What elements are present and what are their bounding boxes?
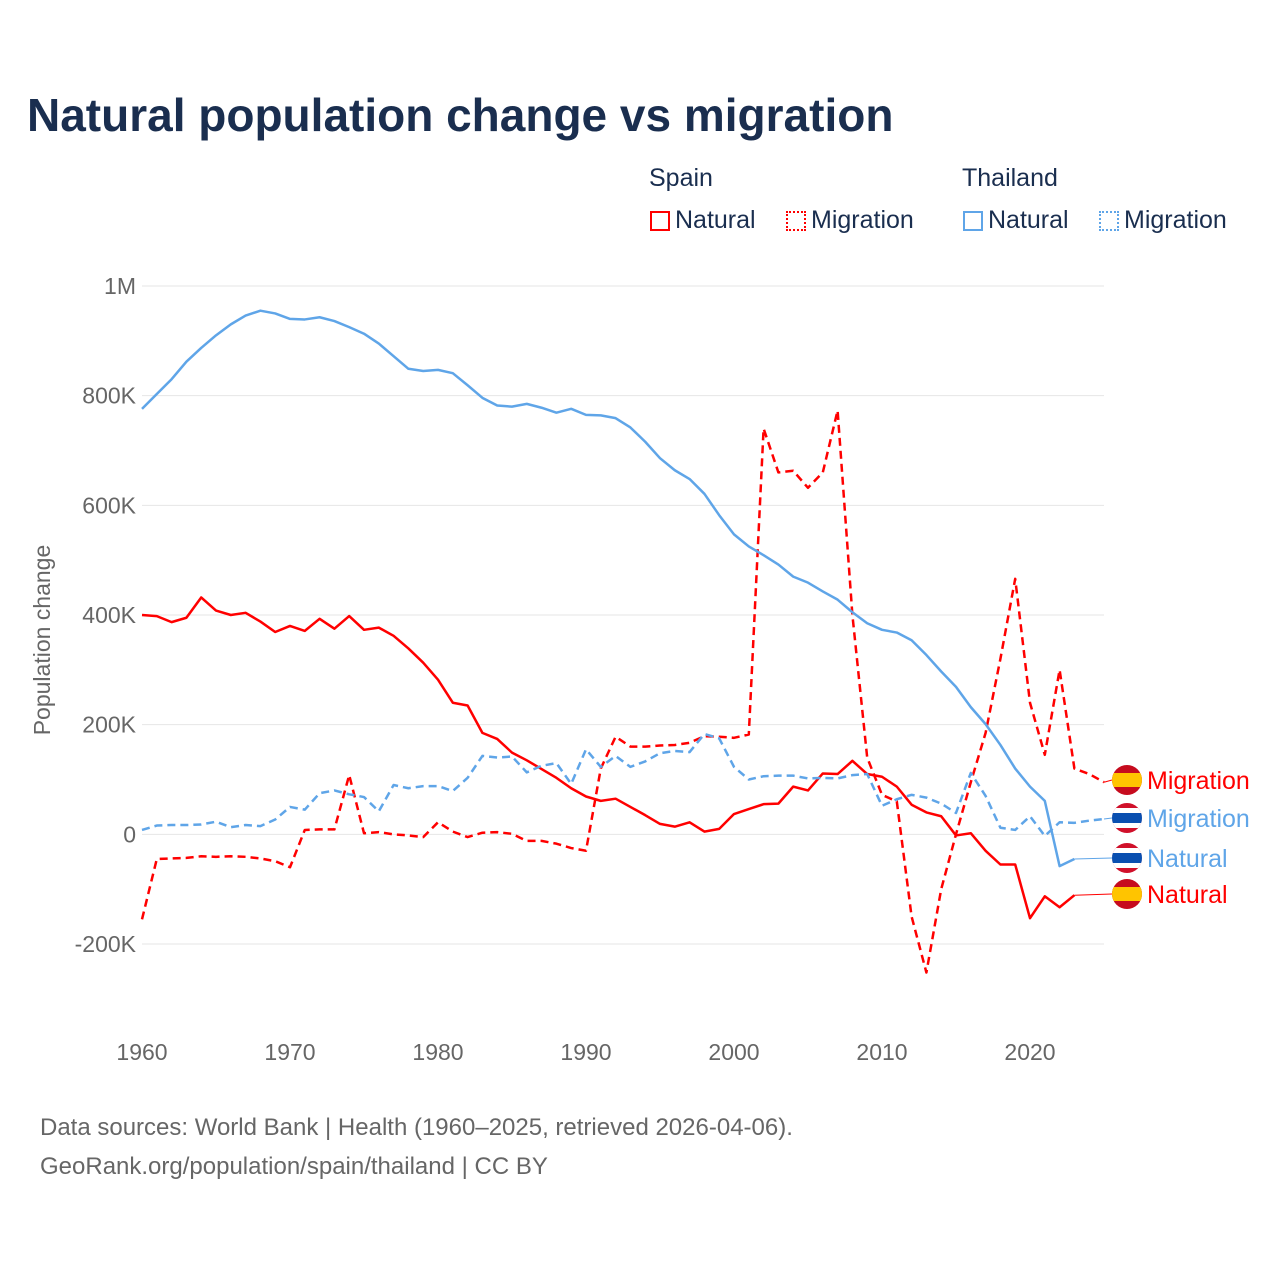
y-tick-label: -200K	[75, 931, 137, 957]
legend-label: Migration	[1124, 206, 1227, 234]
y-tick-label: 1M	[104, 273, 136, 299]
solid-swatch-icon	[650, 210, 670, 231]
series-end-label: Natural	[1147, 845, 1228, 873]
x-tick-label: 2020	[1004, 1039, 1055, 1065]
series-end-label: Migration	[1147, 805, 1250, 833]
series-line-spain-natural	[141, 596, 1076, 920]
data-source-note: Data sources: World Bank | Health (1960–…	[40, 1114, 793, 1141]
footer: Data sources: World Bank | Health (1960–…	[40, 1108, 793, 1186]
thailand-flag-icon	[1112, 803, 1142, 833]
spain-flag-icon	[1112, 879, 1142, 909]
y-tick-label: 800K	[82, 383, 136, 409]
y-tick-label: 400K	[82, 602, 136, 628]
y-tick-label: 0	[123, 821, 136, 847]
y-axis-label: Population change	[29, 545, 55, 736]
chart-title: Natural population change vs migration	[27, 89, 894, 141]
source-link[interactable]: GeoRank.org/population/spain/thailand | …	[40, 1153, 548, 1180]
legend-spain-migration[interactable]: Migration	[786, 206, 914, 235]
label-connector	[1103, 817, 1113, 820]
legend-group-thailand: Thailand	[962, 164, 1058, 192]
series-end-label: Migration	[1147, 767, 1250, 795]
series-line-thailand-natural	[141, 309, 1075, 868]
label-connector	[1074, 857, 1113, 860]
y-tick-label: 200K	[82, 712, 136, 738]
spain-flag-icon	[1112, 765, 1142, 795]
x-tick-label: 1970	[264, 1039, 315, 1065]
x-tick-label: 1980	[412, 1039, 463, 1065]
series-end-label: Natural	[1147, 881, 1228, 909]
thailand-flag-icon	[1112, 843, 1142, 873]
legend-thailand-natural[interactable]: Natural	[963, 206, 1069, 235]
solid-swatch-icon	[963, 210, 983, 231]
label-connector	[1074, 893, 1113, 896]
x-tick-label: 1990	[560, 1039, 611, 1065]
series-line-thailand-migration	[141, 732, 1105, 838]
legend-label: Migration	[811, 206, 914, 234]
series-line-spain-migration	[140, 409, 1105, 974]
legend-label: Natural	[988, 206, 1069, 234]
legend-spain-natural[interactable]: Natural	[650, 206, 756, 235]
dotted-swatch-icon	[786, 210, 806, 231]
legend-group-spain: Spain	[649, 164, 713, 192]
y-tick-label: 600K	[82, 492, 136, 518]
legend-thailand-migration[interactable]: Migration	[1099, 206, 1227, 235]
x-tick-label: 2000	[708, 1039, 759, 1065]
dotted-swatch-icon	[1099, 210, 1119, 231]
x-tick-label: 2010	[856, 1039, 907, 1065]
x-tick-label: 1960	[116, 1039, 167, 1065]
legend-label: Natural	[675, 206, 756, 234]
label-connector	[1103, 779, 1113, 783]
